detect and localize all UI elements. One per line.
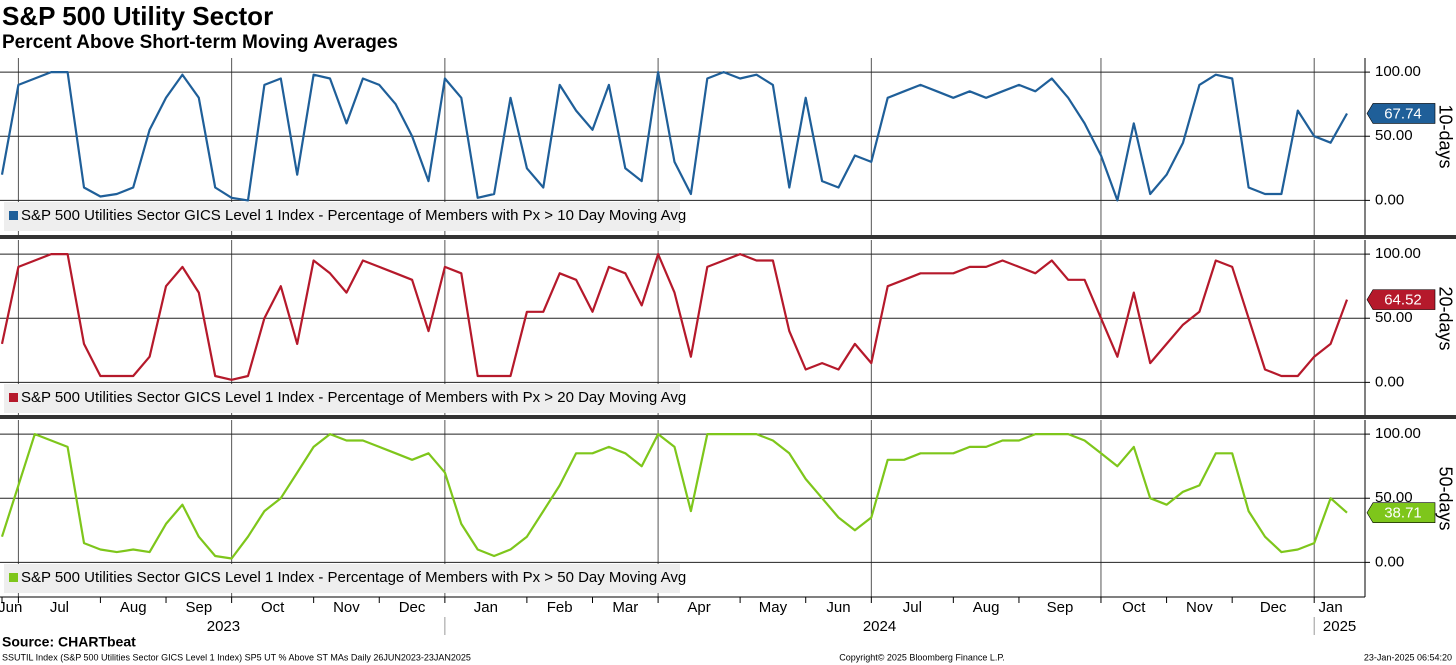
legend-box [4, 384, 680, 413]
series-line [0, 71, 1348, 202]
y-tick-label: 100.00 [1375, 245, 1421, 262]
x-tick-label: Aug [973, 599, 1000, 616]
y-tick-label: 50.00 [1375, 489, 1413, 506]
x-tick-label: Oct [1122, 599, 1146, 616]
last-value-tag [1366, 103, 1436, 124]
x-tick-label: Dec [1260, 599, 1287, 616]
footer-left: SSUTIL Index (S&P 500 Utilities Sector G… [2, 652, 471, 662]
last-value-tag [1366, 289, 1436, 310]
legend-label: S&P 500 Utilities Sector GICS Level 1 In… [21, 569, 686, 586]
x-tick-label: Jan [1319, 599, 1343, 616]
last-value-label: 38.71 [1384, 505, 1422, 522]
last-value-label: 64.52 [1384, 292, 1422, 309]
x-tick-label: Sep [185, 599, 212, 616]
series-line [0, 253, 1349, 381]
year-label: 2024 [863, 618, 896, 635]
x-tick-label: Aug [120, 599, 147, 616]
panel-separator [0, 415, 1456, 419]
x-tick-label: May [759, 599, 788, 616]
y-tick-label: 0.00 [1375, 553, 1404, 570]
chart-subtitle: Percent Above Short-term Moving Averages [2, 32, 398, 53]
panel-separator [0, 235, 1456, 239]
x-tick-label: Nov [333, 599, 360, 616]
x-tick-label: Jul [50, 599, 69, 616]
y-tick-label: 50.00 [1375, 127, 1413, 144]
x-tick-label: Jun [0, 599, 22, 616]
y-tick-label: 100.00 [1375, 425, 1421, 442]
y-tick-label: 0.00 [1375, 373, 1404, 390]
legend-box [4, 202, 680, 231]
x-tick-label: Nov [1186, 599, 1213, 616]
x-tick-label: Sep [1047, 599, 1074, 616]
footer-right: 23-Jan-2025 06:54:20 [1364, 652, 1452, 662]
source: Source: CHARTbeat [2, 634, 136, 650]
last-value-tag [1366, 502, 1436, 524]
y-tick-label: 100.00 [1375, 63, 1421, 80]
panel-label: 20-days [1435, 286, 1455, 350]
x-tick-label: Jul [903, 599, 922, 616]
last-value-label: 67.74 [1384, 105, 1422, 122]
x-tick-label: Apr [687, 599, 710, 616]
x-tick-label: Jan [474, 599, 498, 616]
panel-label: 10-days [1435, 104, 1455, 168]
legend-box [4, 564, 680, 593]
series-line [0, 433, 1348, 560]
x-tick-label: Oct [261, 599, 285, 616]
year-label: 2023 [207, 618, 240, 635]
legend-swatch [9, 573, 18, 582]
x-tick-label: Feb [547, 599, 573, 616]
y-tick-label: 0.00 [1375, 191, 1404, 208]
year-label: 2025 [1323, 618, 1356, 635]
y-tick-label: 50.00 [1375, 309, 1413, 326]
legend-swatch [9, 393, 18, 402]
panel-label: 50-days [1435, 466, 1455, 530]
x-tick-label: Dec [399, 599, 426, 616]
legend-label: S&P 500 Utilities Sector GICS Level 1 In… [21, 207, 686, 224]
legend-label: S&P 500 Utilities Sector GICS Level 1 In… [21, 389, 686, 406]
x-tick-label: Jun [826, 599, 850, 616]
x-tick-label: Mar [612, 599, 638, 616]
legend-swatch [9, 211, 18, 220]
footer-center: Copyright© 2025 Bloomberg Finance L.P. [839, 652, 1005, 662]
chart-title: S&P 500 Utility Sector [2, 1, 273, 31]
